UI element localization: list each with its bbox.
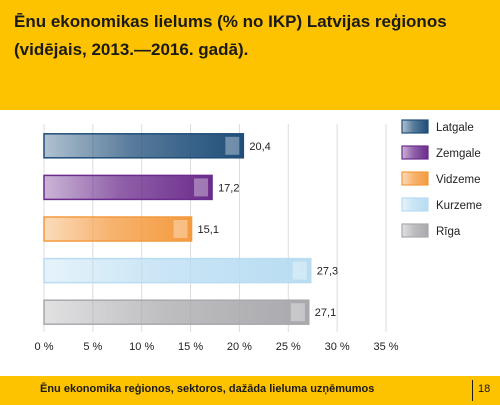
legend-swatch-kurzeme [401, 197, 429, 212]
bar-vidzeme [43, 216, 193, 242]
legend-label-riga: Rīga [436, 226, 461, 238]
footer-title: Ēnu ekonomika reģionos, sektoros, dažāda… [40, 383, 375, 395]
legend-swatch-vidzeme [401, 171, 429, 186]
value-label-vidzeme: 15,1 [198, 224, 219, 236]
value-label-zemgale: 17,2 [218, 182, 239, 194]
legend-label-latgale: Latgale [436, 122, 474, 134]
bar-zemgale-highlight [194, 178, 209, 197]
value-label-riga: 27,1 [315, 307, 336, 319]
bar-riga [43, 299, 310, 325]
value-label-kurzeme: 27,3 [317, 266, 338, 278]
bar-chart: 20,4 17,2 15,1 27,3 27,1 0 % 5 % 10 % 15 % 20 % 25… [35, 119, 482, 353]
x-tick-label-5: 25 % [276, 341, 301, 353]
footer-band: Ēnu ekonomika reģionos, sektoros, dažāda… [0, 376, 500, 405]
x-tick-label-2: 10 % [129, 341, 154, 353]
legend-swatch-riga [401, 223, 429, 238]
legend-label-zemgale: Zemgale [436, 148, 481, 160]
legend-swatch-latgale [401, 119, 429, 134]
x-tick-label-6: 30 % [325, 341, 350, 353]
bar-riga-highlight [290, 303, 305, 322]
page-number: 18 [478, 383, 491, 395]
header-band: Ēnu ekonomikas lielums (% no IKP) Latvij… [0, 0, 500, 110]
x-tick-label-4: 20 % [227, 341, 252, 353]
legend-swatch-zemgale [401, 145, 429, 160]
bar-latgale [43, 133, 245, 159]
bar-vidzeme-highlight [173, 220, 188, 238]
value-label-latgale: 20,4 [249, 141, 270, 153]
bar-zemgale [43, 174, 213, 201]
legend-label-kurzeme: Kurzeme [436, 200, 482, 212]
x-tick-label-7: 35 % [373, 341, 398, 353]
bar-kurzeme-highlight [292, 261, 307, 280]
chart-title: Ēnu ekonomikas lielums (% no IKP) Latvij… [14, 12, 447, 59]
x-tick-label-0: 0 % [35, 341, 54, 353]
chart-area: 20,4 17,2 15,1 27,3 27,1 0 % 5 % 10 % 15 % 20 % 25… [0, 110, 500, 375]
legend-label-vidzeme: Vidzeme [436, 174, 481, 186]
footer-divider [472, 380, 473, 401]
bar-latgale-highlight [225, 136, 240, 155]
x-tick-label-1: 5 % [83, 341, 102, 353]
x-tick-label-3: 15 % [178, 341, 203, 353]
bar-kurzeme [43, 257, 312, 284]
